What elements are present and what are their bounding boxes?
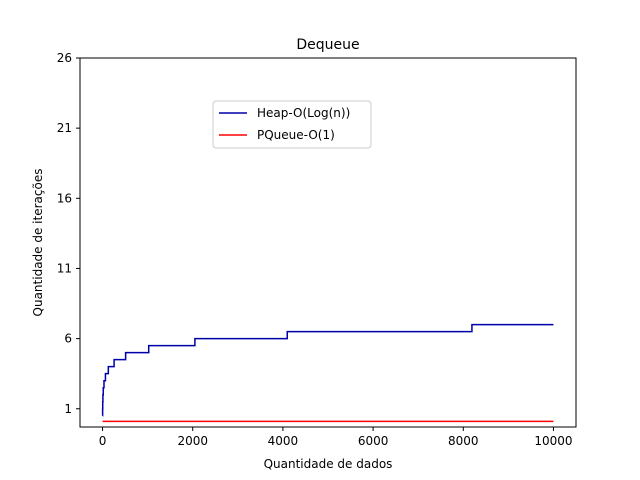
y-tick-label: 1: [64, 402, 72, 416]
x-tick-label: 10000: [534, 434, 572, 448]
legend-box: [212, 100, 372, 149]
x-tick-label: 0: [99, 434, 107, 448]
x-tick-label: 8000: [448, 434, 479, 448]
series-line-1: [101, 323, 554, 417]
y-tick-label: 21: [57, 121, 72, 135]
legend-label-2: PQueue-O(1): [257, 128, 335, 142]
series-layer: [101, 323, 554, 423]
x-axis-label: Quantidade de dados: [264, 457, 393, 471]
x-tick-label: 2000: [177, 434, 208, 448]
y-tick-label: 16: [57, 191, 72, 205]
x-tick-label: 6000: [358, 434, 389, 448]
y-axis-label: Quantidade de iterações: [31, 169, 45, 317]
legend: Heap-O(Log(n)) PQueue-O(1): [212, 100, 372, 149]
plot-frame: [79, 57, 577, 428]
y-tick-label: 26: [57, 51, 72, 65]
chart-title: Dequeue: [296, 37, 359, 53]
x-tick-label: 4000: [268, 434, 299, 448]
legend-label-1: Heap-O(Log(n)): [257, 106, 350, 120]
y-tick-label: 11: [57, 261, 72, 275]
y-tick-label: 6: [64, 332, 72, 346]
